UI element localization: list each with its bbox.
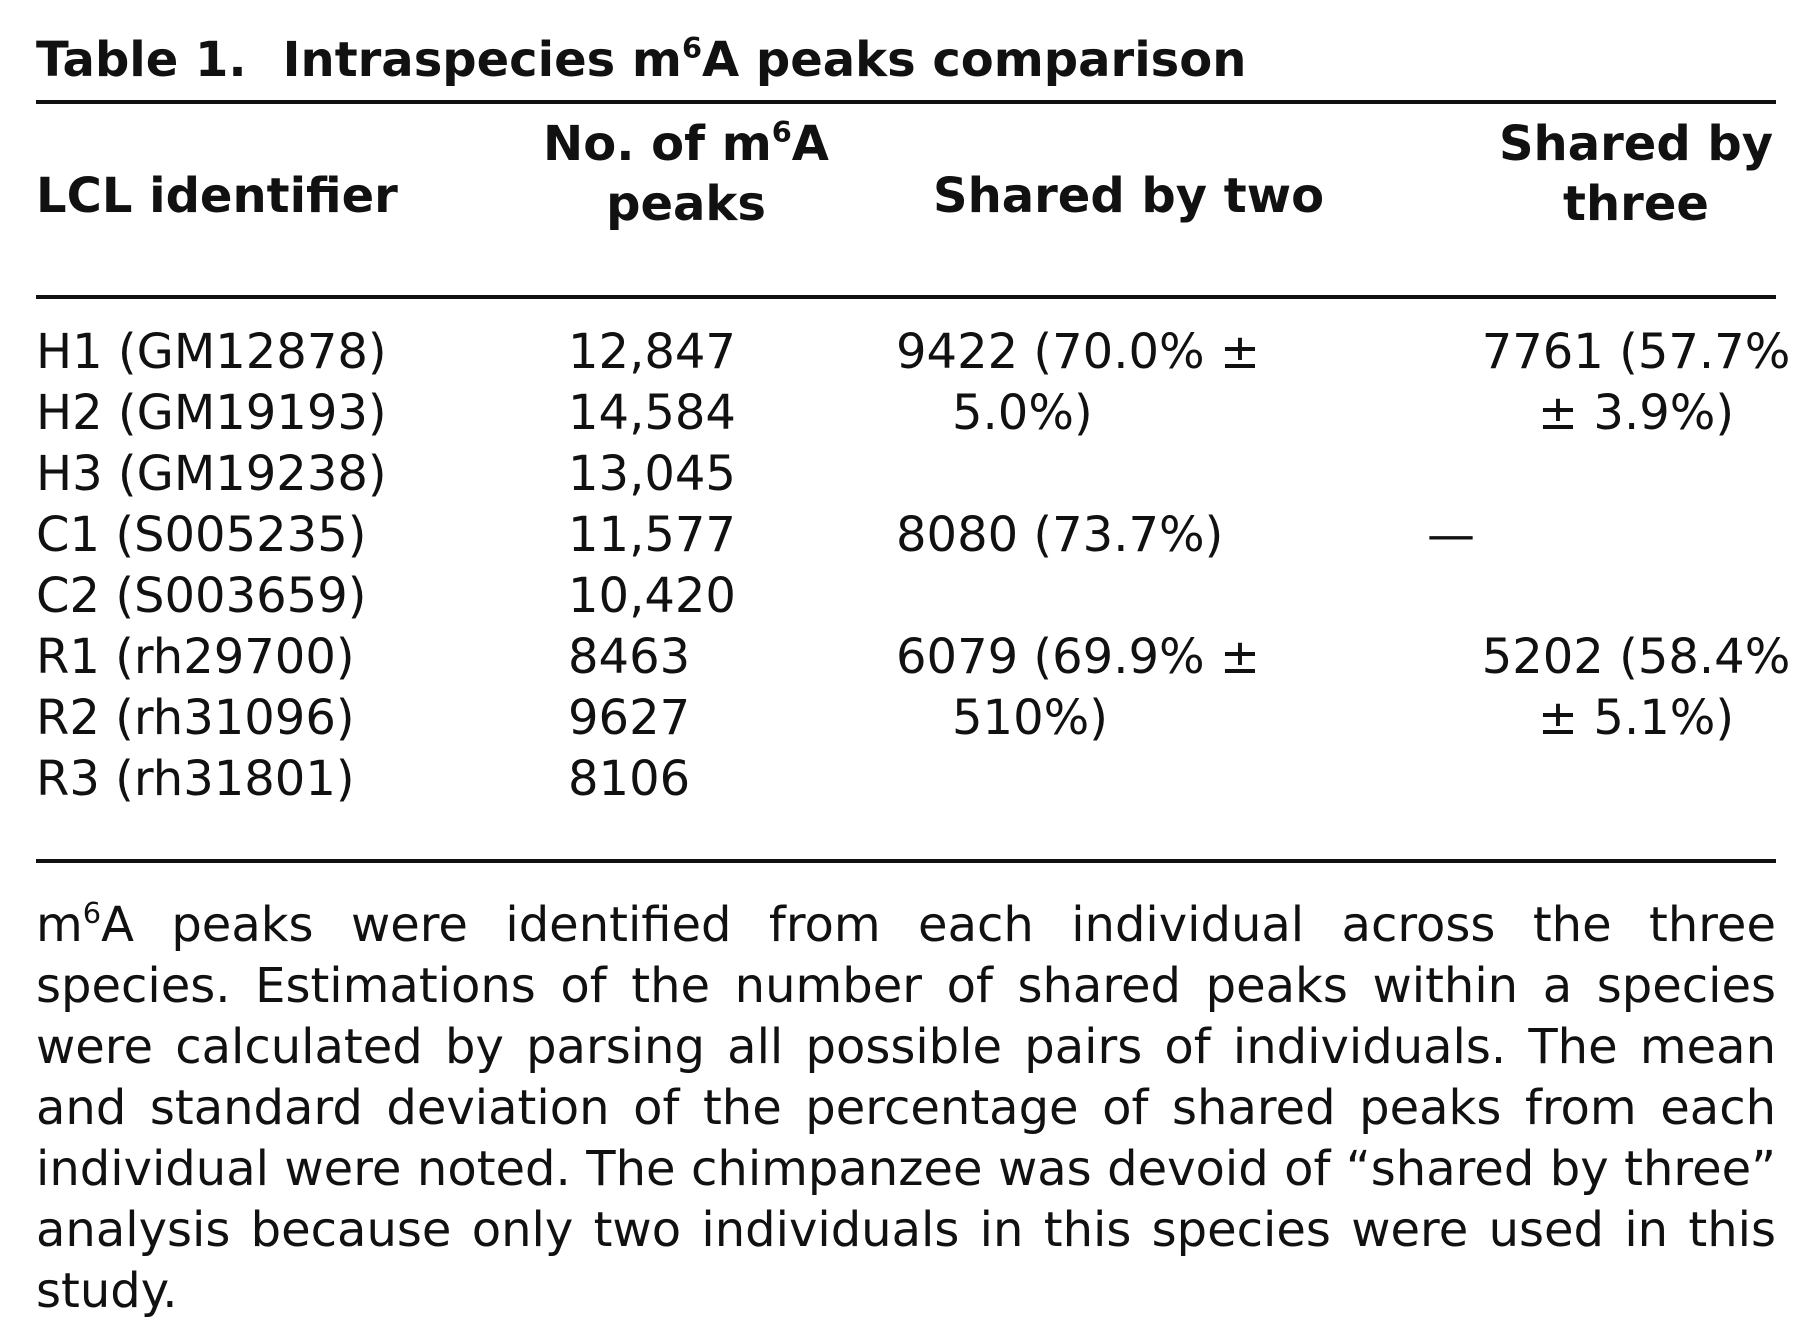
shared-three-human: 7761 (57.7% ± 3.9%)	[1481, 324, 1791, 441]
shared-two-rhesus: 6079 (69.9% ± 510%)	[896, 629, 1261, 746]
table-row-peaks: 11,577	[568, 507, 736, 563]
table-row-identifier: R1 (rh29700)	[36, 629, 355, 685]
shared-three-rhesus: 5202 (58.4% ± 5.1%)	[1481, 629, 1791, 746]
em-dash: —	[1427, 507, 1475, 563]
table-row-peaks: 8106	[568, 751, 691, 807]
header-rule	[36, 295, 1776, 299]
table-label: Table 1.	[36, 32, 247, 88]
top-rule	[36, 100, 1776, 104]
bottom-rule	[36, 859, 1776, 863]
column-header-peaks: No. of m6A peaks	[543, 114, 829, 232]
shared-two-chimp: 8080 (73.7%)	[896, 507, 1224, 563]
table-title-sup: 6	[681, 30, 702, 65]
table-row-peaks: 9627	[568, 690, 691, 746]
table-row-peaks: 10,420	[568, 568, 736, 624]
identifier-column: H1 (GM12878) H2 (GM19193) H3 (GM19238) C…	[36, 322, 387, 810]
shared-two-human: 9422 (70.0% ± 5.0%)	[896, 324, 1261, 441]
table-row-peaks: 13,045	[568, 446, 736, 502]
table-row-identifier: H3 (GM19238)	[36, 446, 387, 502]
table-row-identifier: H2 (GM19193)	[36, 385, 387, 441]
table-row-identifier: R3 (rh31801)	[36, 751, 355, 807]
shared-three-chimp: —	[1427, 505, 1475, 566]
table-row-peaks: 14,584	[568, 385, 736, 441]
table-title-pre: Intraspecies m	[282, 32, 682, 88]
table-row-peaks: 12,847	[568, 324, 736, 380]
table-row-identifier: H1 (GM12878)	[36, 324, 387, 380]
table-title-post: A peaks comparison	[701, 32, 1247, 88]
table-row-identifier: C1 (S005235)	[36, 507, 367, 563]
table-body: H1 (GM12878) H2 (GM19193) H3 (GM19238) C…	[36, 299, 1790, 859]
column-header-shared-two: Shared by two	[933, 168, 1325, 224]
table-row-identifier: R2 (rh31096)	[36, 690, 355, 746]
table-row-peaks: 8463	[568, 629, 691, 685]
table-row-identifier: C2 (S003659)	[36, 568, 367, 624]
table-caption: Table 1. Intraspecies m6A peaks compariso…	[36, 20, 1776, 100]
table-header: LCL identifier No. of m6A peaks Shared b…	[36, 104, 1776, 295]
table-container: Table 1. Intraspecies m6A peaks compariso…	[36, 20, 1790, 1322]
column-header-identifier: LCL identifier	[36, 168, 398, 224]
peaks-column: 12,847 14,584 13,045 11,577 10,420 8463 …	[568, 322, 736, 810]
column-header-shared-three: Shared by three	[1498, 116, 1774, 232]
table-footnote: m6A peaks were identified from each indi…	[36, 895, 1776, 1319]
